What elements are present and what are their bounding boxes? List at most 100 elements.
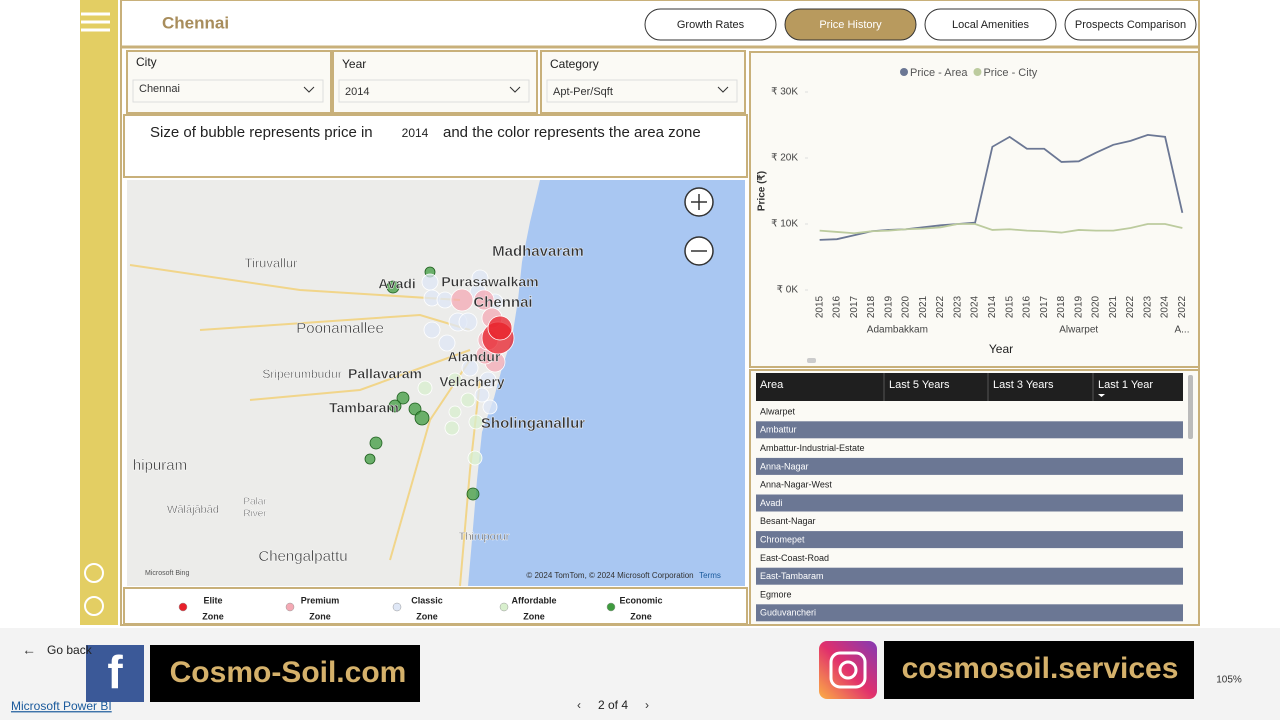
dropdown-arrow bbox=[717, 86, 729, 93]
map-bubble[interactable] bbox=[487, 315, 513, 341]
scrollbar[interactable] bbox=[807, 358, 816, 363]
title: Chennai bbox=[162, 13, 229, 32]
tab-label[interactable]: Price History bbox=[819, 19, 882, 31]
tab-label[interactable]: Growth Rates bbox=[677, 19, 745, 31]
map-bubble[interactable] bbox=[468, 414, 484, 430]
map-bubble[interactable] bbox=[423, 321, 441, 339]
map-place: Tiruvallur bbox=[245, 255, 299, 270]
map-bubble[interactable] bbox=[438, 334, 456, 352]
table-row bbox=[756, 531, 1183, 549]
map-bubble[interactable] bbox=[474, 387, 490, 403]
dropdown[interactable] bbox=[338, 79, 530, 103]
dropdown[interactable] bbox=[132, 79, 324, 103]
dropdown-arrow bbox=[303, 86, 315, 93]
facebook-icon bbox=[86, 645, 144, 702]
table-row bbox=[756, 457, 1183, 475]
back-arrow[interactable]: ← bbox=[22, 642, 36, 658]
map-place: Sholinganallur bbox=[481, 415, 585, 432]
zone-name: Premium bbox=[301, 595, 340, 605]
zone-word: Zone bbox=[309, 611, 331, 621]
map-bubble[interactable] bbox=[473, 289, 495, 311]
map-bubble[interactable] bbox=[479, 371, 497, 389]
map-bubble[interactable] bbox=[458, 312, 478, 332]
dropdown[interactable] bbox=[546, 79, 738, 103]
zoom-level: 105% bbox=[1216, 675, 1242, 686]
map-terms[interactable]: Terms bbox=[699, 571, 721, 580]
tab-label[interactable]: Local Amenities bbox=[952, 19, 1030, 31]
map-bubble[interactable] bbox=[444, 420, 460, 436]
facebook-f: f bbox=[107, 646, 123, 698]
menu-icon[interactable] bbox=[81, 12, 110, 32]
x-tick-label: 2022 bbox=[935, 295, 946, 318]
map-place: Thiruporur bbox=[459, 531, 510, 543]
caption-before: Size of bubble represents price in bbox=[150, 124, 373, 141]
table-row bbox=[756, 403, 1183, 420]
map-bubble[interactable] bbox=[467, 450, 483, 466]
table-row bbox=[756, 476, 1183, 494]
map-bubble[interactable] bbox=[396, 391, 410, 405]
zone-word: Zone bbox=[202, 611, 224, 621]
column-header[interactable]: Last 5 Years bbox=[889, 379, 950, 391]
info-icon[interactable] bbox=[84, 563, 104, 583]
row-label: Besant-Nagar bbox=[760, 516, 816, 526]
x-tick-label: 2021 bbox=[1108, 295, 1119, 318]
map-place: Alandur bbox=[448, 349, 501, 365]
map-place: Madhavaram bbox=[492, 243, 584, 260]
column-header[interactable]: Last 3 Years bbox=[993, 379, 1054, 391]
y-tick-label: ₹ 10K bbox=[771, 219, 798, 230]
map-bubble[interactable] bbox=[388, 399, 402, 413]
y-tick-label: ₹ 20K bbox=[771, 153, 798, 164]
caption-box bbox=[123, 114, 748, 178]
map-brand: Microsoft Bing bbox=[145, 570, 189, 577]
zone-word: Zone bbox=[630, 611, 652, 621]
map-bubble[interactable] bbox=[369, 436, 383, 450]
tab[interactable] bbox=[784, 8, 917, 41]
x-tick-label: 2024 bbox=[1160, 295, 1171, 318]
table-scrollbar[interactable] bbox=[1188, 375, 1193, 439]
map-bubble[interactable] bbox=[460, 392, 476, 408]
y-tick-label: ₹ 0K bbox=[777, 285, 799, 296]
x-tick-label: 2018 bbox=[1056, 295, 1067, 318]
map-bubble[interactable] bbox=[448, 405, 462, 419]
series-line bbox=[819, 223, 1183, 235]
x-axis-title: Year bbox=[989, 342, 1013, 356]
row-label: Egmore bbox=[760, 589, 792, 599]
map-bubble[interactable] bbox=[466, 487, 480, 501]
map-place: Chengalpattu bbox=[258, 548, 347, 565]
table-row bbox=[756, 549, 1183, 567]
dropdown-value[interactable]: Apt-Per/Sqft bbox=[553, 86, 613, 98]
x-tick-label: 2018 bbox=[866, 295, 877, 318]
map-bubble[interactable] bbox=[450, 288, 474, 312]
dropdown-value[interactable]: 2014 bbox=[345, 86, 369, 98]
chart-box bbox=[749, 51, 1200, 368]
column-header[interactable]: Last 1 Year bbox=[1098, 379, 1153, 391]
page-indicator: 2 of 4 bbox=[598, 698, 628, 712]
map-bubble[interactable] bbox=[414, 410, 430, 426]
tab[interactable] bbox=[644, 8, 777, 41]
map-bubble[interactable] bbox=[482, 399, 498, 415]
dropdown-value[interactable]: Chennai bbox=[139, 83, 180, 95]
map-place: Sriperumbudur bbox=[262, 367, 341, 381]
go-back[interactable]: Go back bbox=[47, 643, 93, 657]
column-header[interactable]: Area bbox=[760, 379, 784, 391]
tab-label[interactable]: Prospects Comparison bbox=[1075, 19, 1186, 31]
zone-dot bbox=[285, 602, 295, 612]
tab[interactable] bbox=[1064, 8, 1197, 41]
zone-dot bbox=[499, 602, 509, 612]
help-icon[interactable] bbox=[84, 596, 104, 616]
map-bubble[interactable] bbox=[421, 273, 439, 291]
prev-page[interactable]: ‹ bbox=[577, 698, 581, 712]
map-bubble[interactable] bbox=[461, 359, 479, 377]
row-label: East-Coast-Road bbox=[760, 553, 829, 563]
app-link[interactable]: Microsoft Power BI bbox=[11, 699, 112, 713]
x-tick-label: 2014 bbox=[987, 295, 998, 318]
map-bubble[interactable] bbox=[447, 372, 463, 388]
map-bubble[interactable] bbox=[417, 380, 433, 396]
next-page[interactable]: › bbox=[645, 698, 649, 712]
map-bubble[interactable] bbox=[364, 453, 376, 465]
row-label: Alwarpet bbox=[760, 406, 796, 416]
promo-right-box bbox=[884, 641, 1194, 699]
map-bubble[interactable] bbox=[386, 280, 400, 294]
tab[interactable] bbox=[924, 8, 1057, 41]
